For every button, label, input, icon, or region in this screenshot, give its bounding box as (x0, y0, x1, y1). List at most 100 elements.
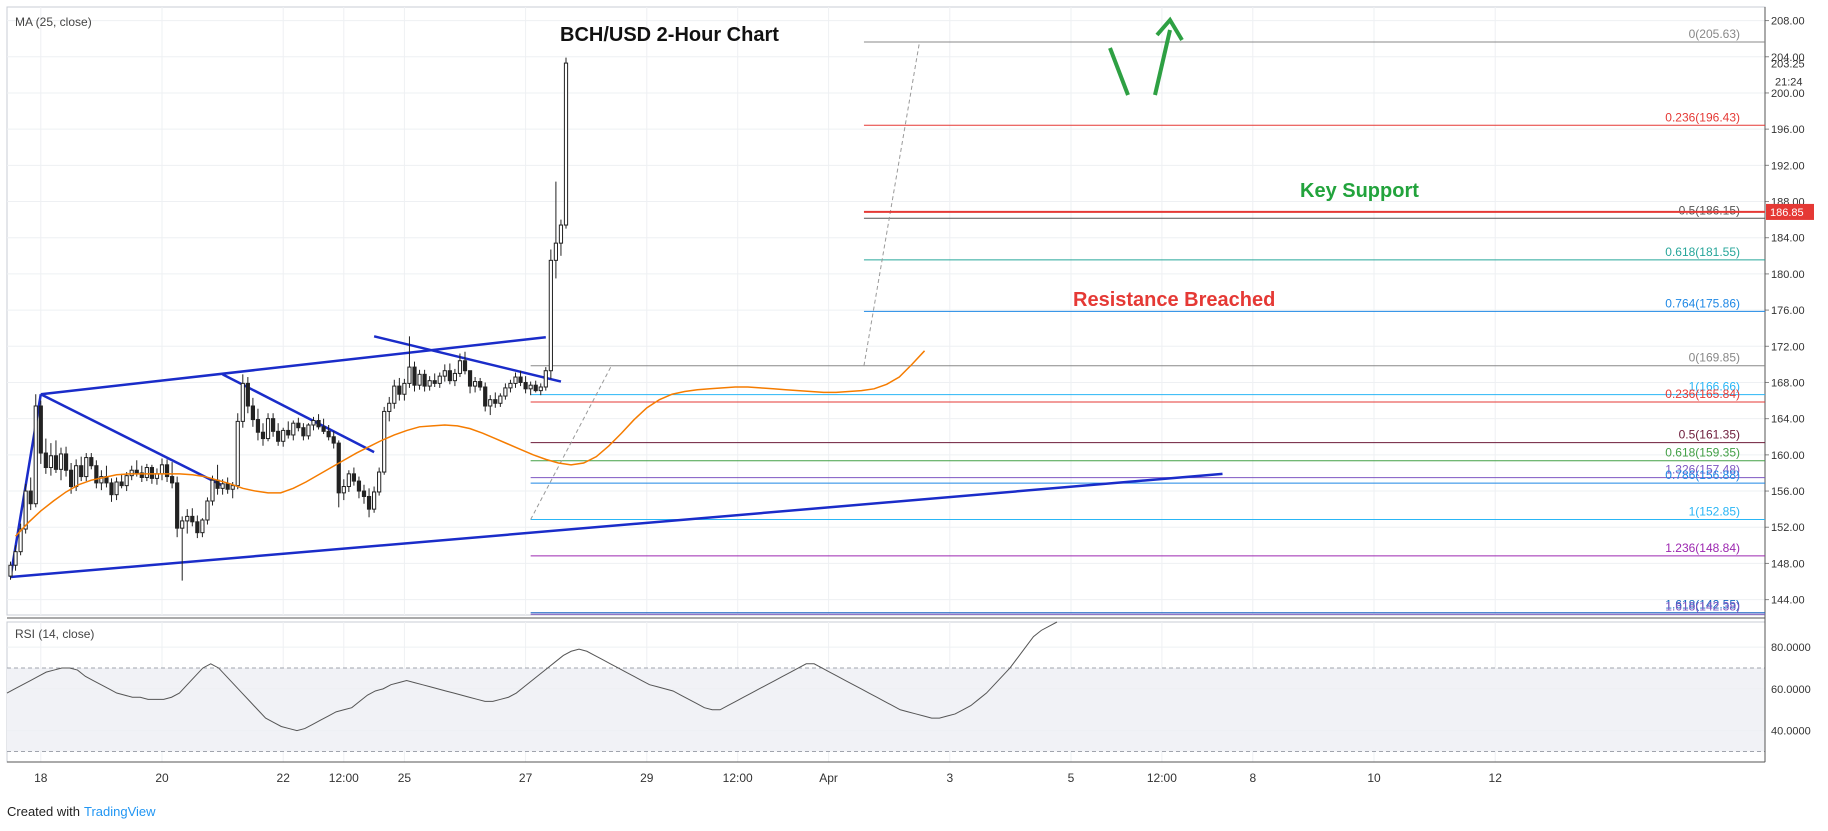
candle-body (528, 384, 533, 390)
trend-line (10, 472, 1223, 579)
price-tick-label: 144.00 (1771, 595, 1805, 607)
candle-body (478, 381, 483, 388)
candle-body (144, 467, 149, 478)
candle-body (205, 500, 210, 521)
green-arrow-left (1108, 47, 1130, 96)
candle-body (63, 453, 69, 471)
price-tick-label: 172.00 (1771, 341, 1805, 353)
candle-body (356, 480, 362, 492)
x-tick-label: 27 (519, 771, 533, 785)
price-tick-label: 184.00 (1771, 233, 1805, 245)
x-tick-label: 12:00 (329, 771, 359, 785)
fib-level-label: 0(205.63) (1689, 27, 1740, 41)
candle-body (175, 482, 180, 529)
candle-body (457, 360, 463, 374)
candle-body (159, 464, 165, 475)
candle-body (109, 482, 114, 496)
footer: Created with TradingView (7, 804, 156, 819)
rsi-line (6, 621, 1058, 732)
fib-level-label: 0.5(186.15) (1679, 203, 1740, 217)
fib-level-label: 1.618(142.55) (1665, 598, 1740, 612)
candle-body (548, 259, 553, 372)
candle-body (291, 422, 296, 436)
x-tick-label: Apr (819, 771, 838, 785)
price-tick-label: 180.00 (1771, 269, 1805, 281)
fib-level-label: 1(166.66) (1689, 380, 1740, 394)
fib-level-label: 0(169.85) (1689, 351, 1740, 365)
rsi-tick-label: 40.0000 (1771, 726, 1811, 738)
candle-body (245, 382, 250, 407)
price-tick-label: 152.00 (1771, 522, 1805, 534)
candle-body (28, 490, 33, 505)
x-tick-label: 5 (1068, 771, 1075, 785)
chart-title: BCH/USD 2-Hour Chart (560, 24, 779, 46)
rsi-tick-label: 60.0000 (1771, 684, 1811, 696)
x-tick-label: 12:00 (1147, 771, 1177, 785)
fib-level-label: 1(152.85) (1689, 505, 1740, 519)
candle-body (271, 418, 276, 432)
candle-body (301, 427, 306, 437)
candle-body (336, 442, 341, 494)
candle-body (58, 453, 64, 470)
candle-body (538, 386, 543, 392)
candle-body (488, 399, 493, 407)
marked-price-box (1766, 203, 1814, 220)
candle-body (170, 476, 175, 484)
candle-body (164, 464, 170, 478)
candle-body (33, 405, 38, 505)
candle-body (8, 564, 13, 577)
fib-level-label: 0.236(165.84) (1665, 387, 1740, 401)
candle-body (382, 410, 387, 473)
candle-body (483, 386, 488, 407)
candle-body (53, 455, 59, 470)
price-tick-label: 164.00 (1771, 414, 1805, 426)
candle-body (286, 429, 291, 436)
x-tick-label: 25 (398, 771, 412, 785)
countdown-label: 21:24 (1775, 77, 1803, 89)
price-tick-label: 156.00 (1771, 486, 1805, 498)
price-tick-label: 204.00 (1771, 52, 1805, 64)
candle-body (321, 426, 326, 432)
green-arrow-shaft (1153, 29, 1172, 96)
candle-body (447, 370, 452, 382)
x-tick-label: 12:00 (723, 771, 753, 785)
candle-body (417, 373, 422, 386)
candle-body (498, 395, 503, 404)
candle-body (38, 405, 43, 454)
candle-body (13, 551, 18, 566)
candle-body (215, 479, 220, 489)
candle-body (366, 495, 372, 510)
candle-body (432, 380, 437, 384)
candle-body (387, 402, 392, 412)
candle-body (427, 380, 432, 387)
candle-body (437, 375, 442, 384)
price-tick-label: 208.00 (1771, 16, 1805, 28)
candle-body (195, 521, 200, 534)
candle-body (276, 430, 281, 442)
candle-body (250, 405, 256, 421)
x-tick-label: 8 (1249, 771, 1256, 785)
price-tick-label: 176.00 (1771, 305, 1805, 317)
candle-body (316, 419, 321, 428)
candle-body (190, 515, 195, 523)
candle-body (149, 467, 155, 479)
candle-body (210, 479, 215, 502)
fib-level-label: 0.786(156.88) (1665, 468, 1740, 482)
candle-body (296, 422, 301, 429)
candle-body (503, 387, 508, 397)
candle-body (185, 515, 190, 522)
fib-level-label: 1.618(142.38) (1665, 599, 1740, 613)
price-tick-label: 200.00 (1771, 88, 1805, 100)
candle-body (225, 483, 230, 490)
candle-body (442, 370, 447, 377)
tradingview-logo[interactable]: TradingView (83, 804, 156, 819)
fib-swing-line (530, 365, 612, 520)
last-price-label: 203.25 (1771, 59, 1805, 71)
candle-body (230, 485, 235, 490)
candle-body (134, 469, 139, 474)
candle-body (114, 481, 119, 496)
candle-body (124, 475, 129, 487)
candle-body (513, 376, 518, 384)
candle-body (563, 62, 569, 226)
candle-body (412, 366, 417, 386)
